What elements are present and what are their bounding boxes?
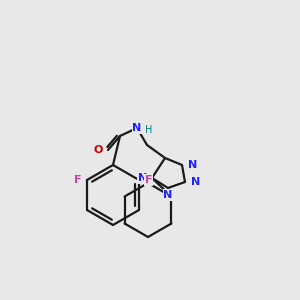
Text: H: H xyxy=(145,125,152,135)
Text: N: N xyxy=(138,173,147,183)
Text: O: O xyxy=(94,145,103,155)
Text: N: N xyxy=(164,190,172,200)
Text: F: F xyxy=(145,175,152,185)
Text: N: N xyxy=(132,123,142,133)
Text: F: F xyxy=(74,175,81,185)
Text: N: N xyxy=(188,160,197,170)
Text: N: N xyxy=(191,177,200,187)
